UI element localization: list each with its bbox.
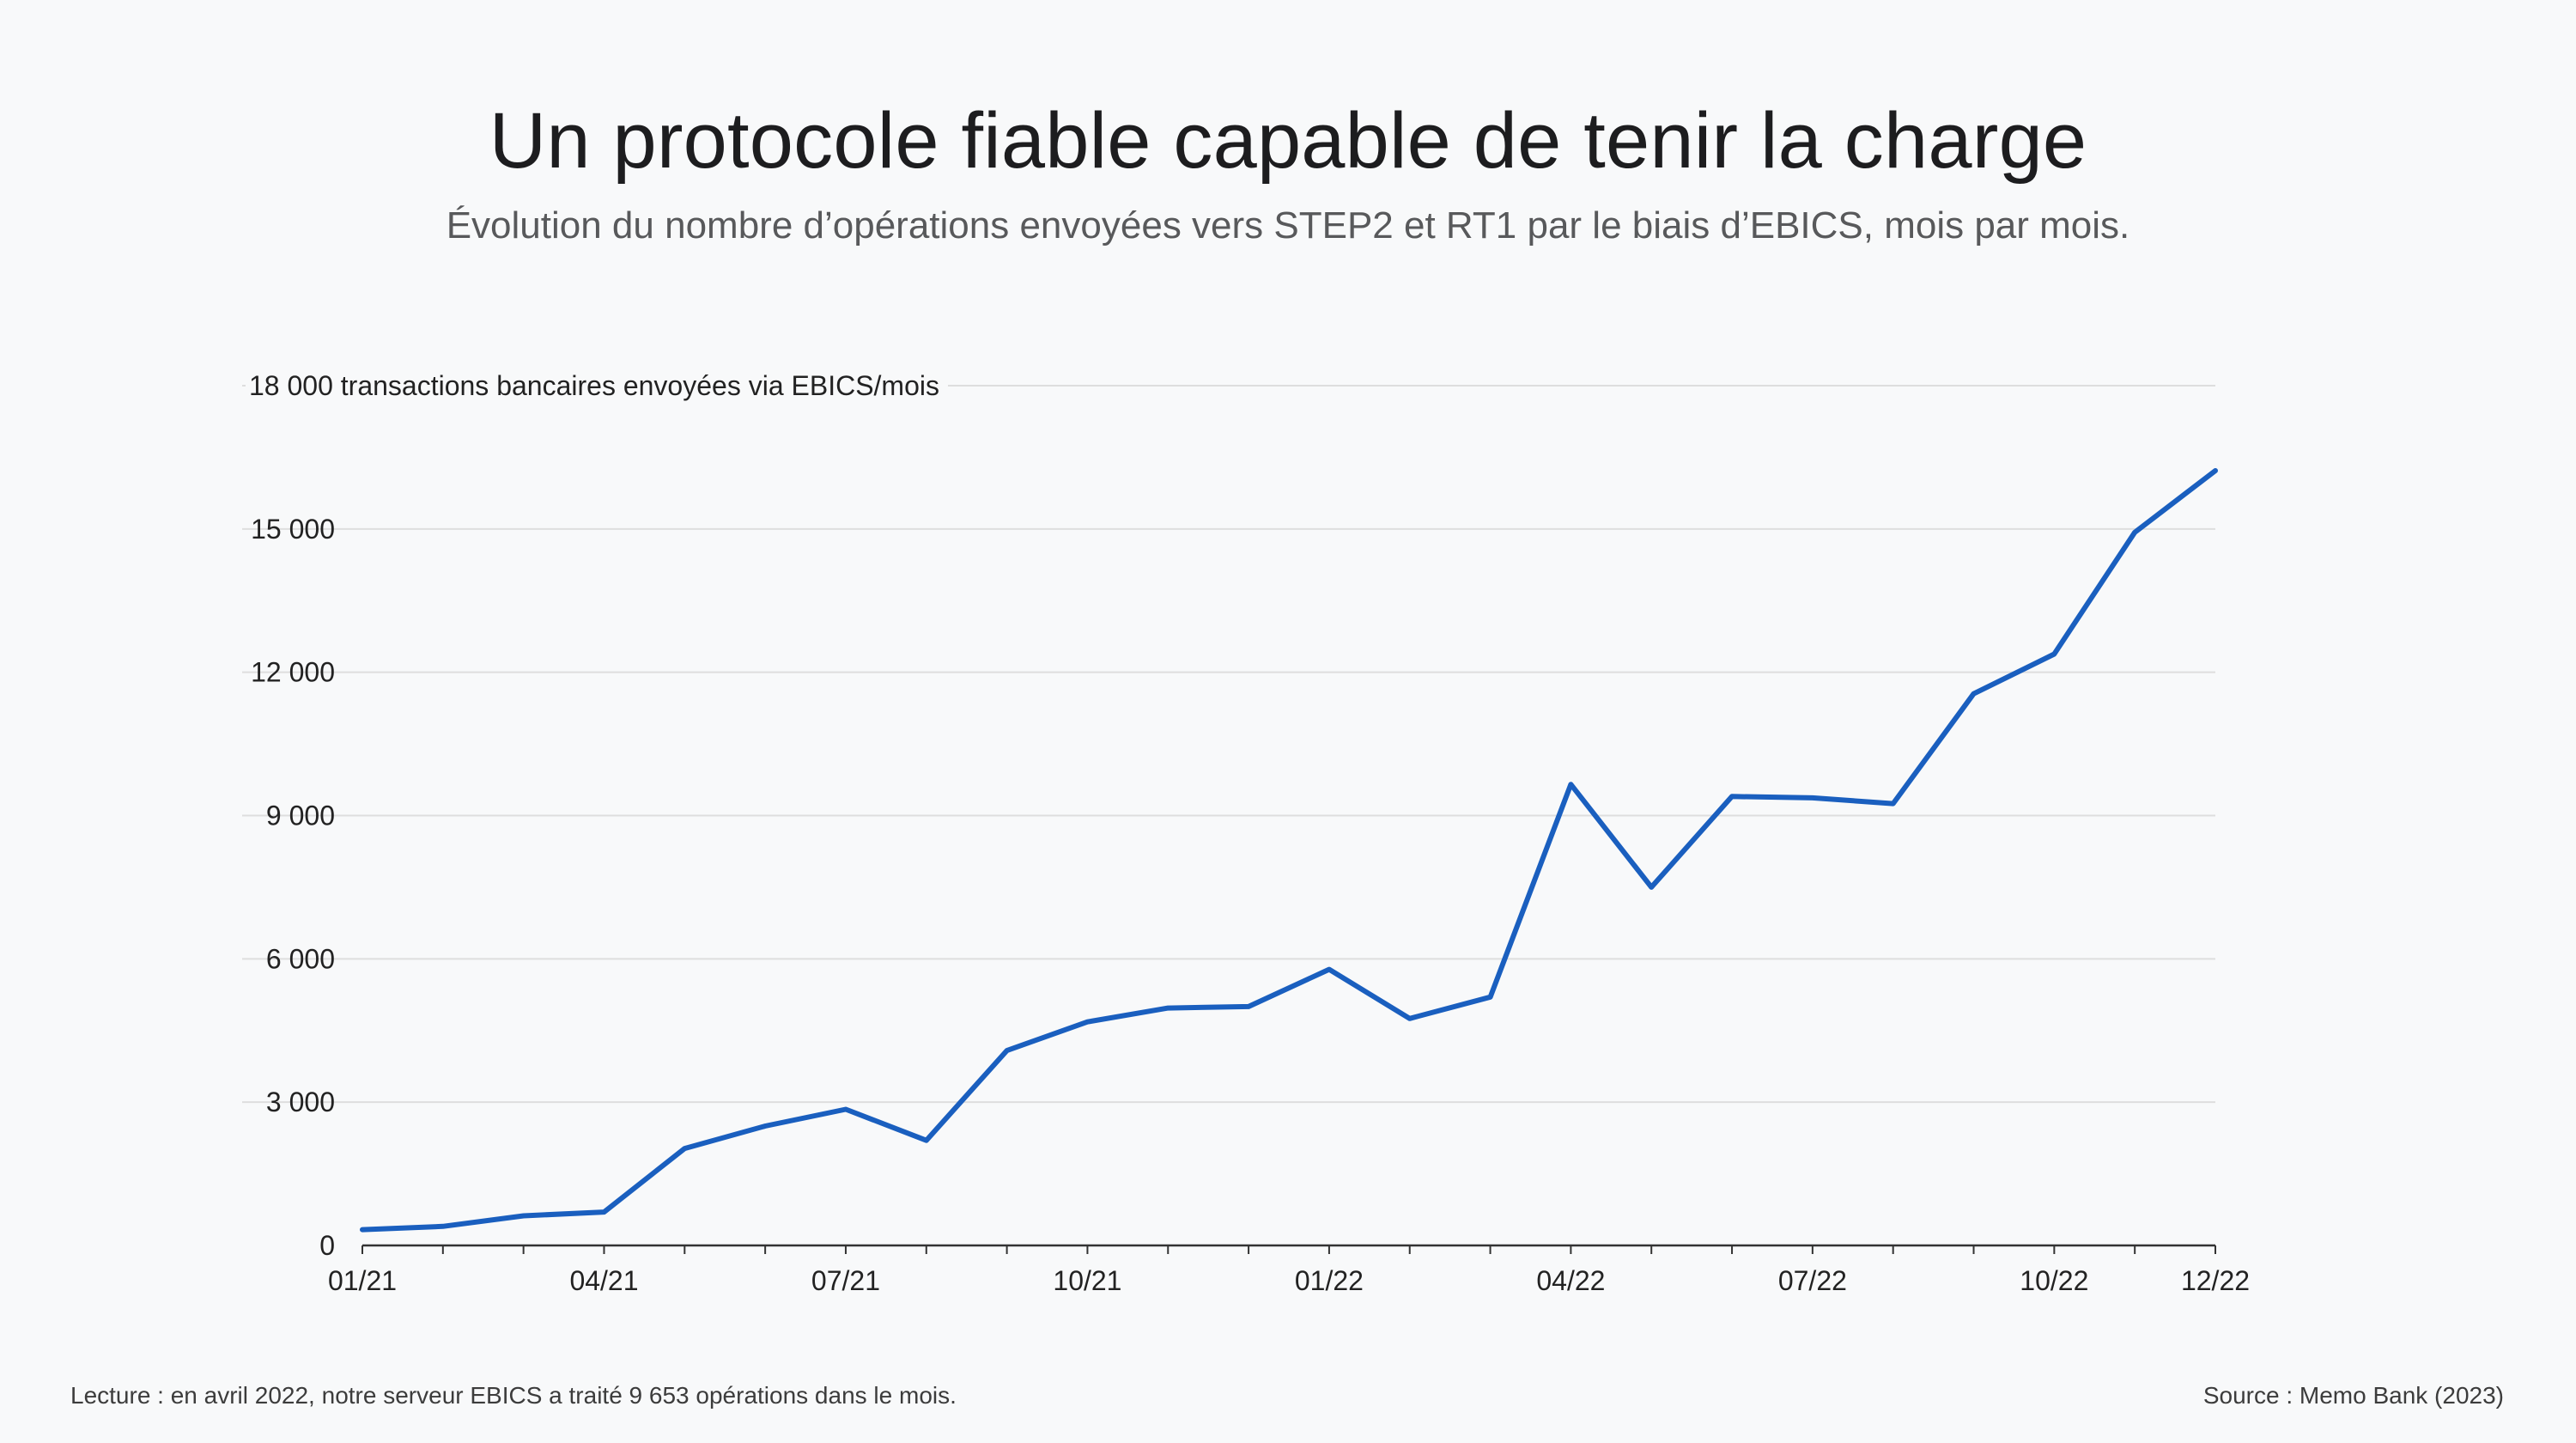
y-tick-label: 6 000 xyxy=(266,943,335,974)
x-tick-label: 10/22 xyxy=(2020,1265,2088,1296)
y-tick-label: 0 xyxy=(319,1230,335,1261)
x-tick-label: 04/22 xyxy=(1536,1265,1605,1296)
y-axis-top-label: 18 000 transactions bancaires envoyées v… xyxy=(249,370,939,401)
x-axis: 01/21 04/21 07/21 10/21 01/22 04/22 07/22 10/22… xyxy=(328,1244,2250,1296)
chart-title: Un protocole fiable capable de tenir la … xyxy=(489,97,2087,185)
y-tick-label: 15 000 xyxy=(251,514,335,545)
y-tick-label: 9 000 xyxy=(266,801,335,831)
y-label-background xyxy=(246,368,948,403)
x-tick-label: 07/22 xyxy=(1778,1265,1847,1296)
series-line xyxy=(360,468,2218,1233)
x-tick-label: 07/21 xyxy=(811,1265,880,1296)
y-tick-label: 3 000 xyxy=(266,1087,335,1117)
footnote-source: Source : Memo Bank (2023) xyxy=(2202,1382,2504,1409)
x-tick-label: 04/21 xyxy=(569,1265,638,1296)
grid-lines xyxy=(242,385,2215,1104)
x-tick-label: 12/22 xyxy=(2181,1265,2250,1296)
series-layer xyxy=(360,468,2218,1233)
y-axis: 0 3 000 6 000 9 000 12 000 15 000 18 000 trans… xyxy=(246,368,948,1261)
footnote-reading: Lecture : en avril 2022, notre serveur E… xyxy=(70,1382,957,1409)
x-tick-label: 01/21 xyxy=(328,1265,397,1296)
chart-subtitle: Évolution du nombre d’opérations envoyée… xyxy=(446,204,2130,247)
y-tick-label: 12 000 xyxy=(251,657,335,688)
x-tick-label: 01/22 xyxy=(1295,1265,1364,1296)
x-tick-label: 10/21 xyxy=(1053,1265,1121,1296)
